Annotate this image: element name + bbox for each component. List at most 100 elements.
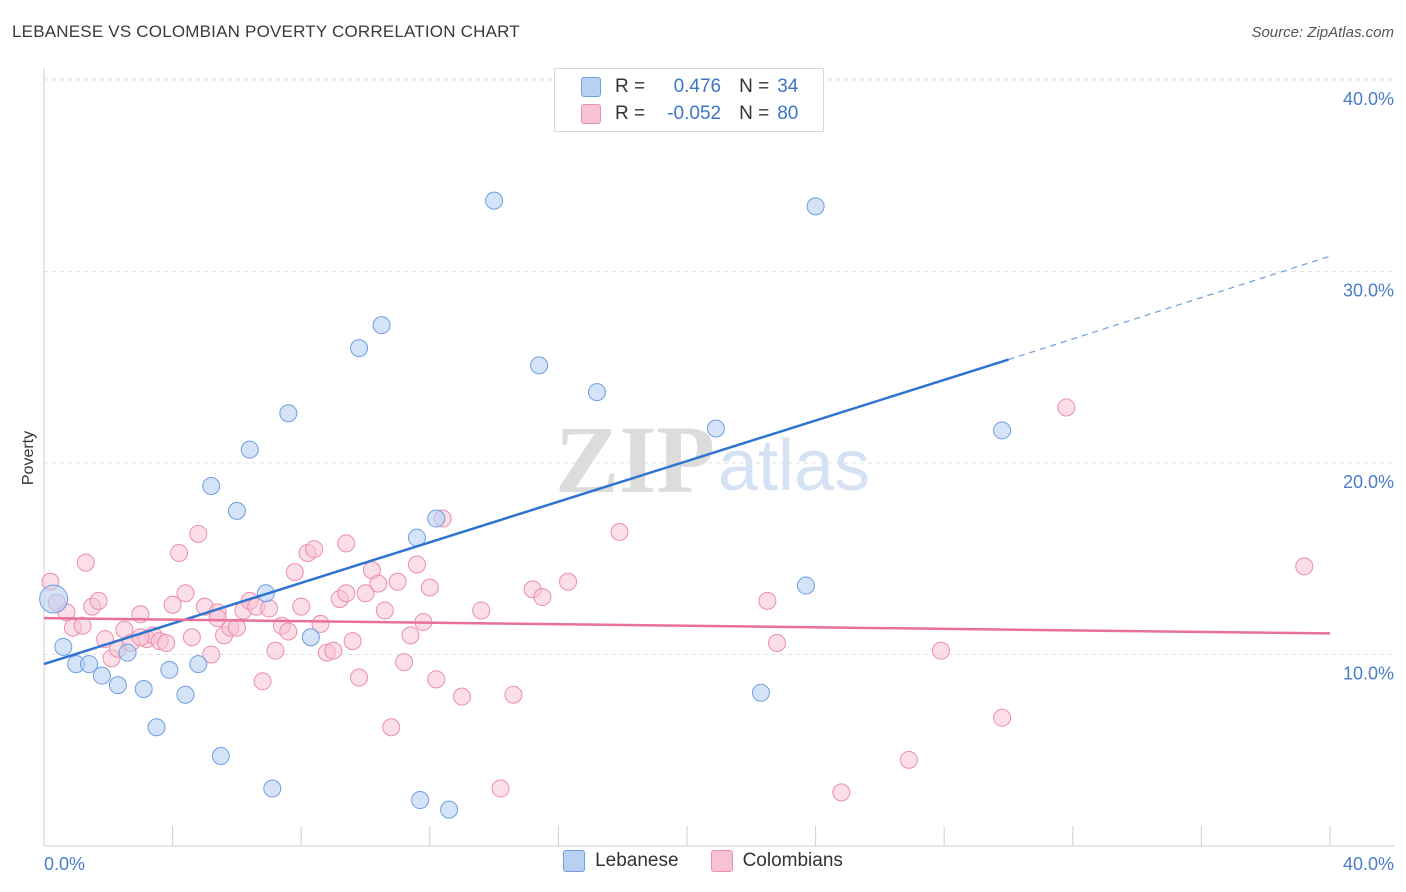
colombian-point — [388, 572, 407, 591]
colombian-point — [279, 622, 298, 641]
legend-r-value: 0.476 — [673, 76, 722, 97]
watermark-atlas: atlas — [718, 426, 870, 506]
lebanese-point — [263, 779, 282, 798]
colombian-point — [356, 584, 375, 603]
colombian-point — [89, 591, 108, 610]
lebanese-point — [80, 655, 99, 674]
colombian-point — [369, 574, 388, 593]
lebanese-point — [427, 509, 446, 528]
lebanese-point — [440, 800, 459, 819]
y-tick-label: 10.0% — [1343, 664, 1394, 684]
lebanese-point — [189, 655, 208, 674]
colombian-point — [305, 540, 324, 559]
lebanese-point — [485, 191, 504, 210]
colombian-point — [401, 626, 420, 645]
lebanese-point — [92, 666, 111, 685]
lebanese-point — [301, 628, 320, 647]
lebanese-point — [706, 419, 725, 438]
colombian-point — [758, 591, 777, 610]
lebanese-point — [227, 501, 246, 520]
lebanese-point — [993, 421, 1012, 440]
colombian-point — [266, 641, 285, 660]
colombian-point — [337, 534, 356, 553]
lebanese-point — [118, 643, 137, 662]
legend-n-value: 80 — [777, 103, 799, 124]
colombian-point — [227, 618, 246, 637]
legend-r-label: R = — [615, 76, 646, 97]
legend-r-value: -0.052 — [667, 103, 722, 124]
lebanese-point — [279, 404, 298, 423]
colombian-point — [350, 668, 369, 687]
colombian-point — [420, 578, 439, 597]
legend-n-value: 34 — [777, 76, 799, 97]
lebanese-point — [350, 339, 369, 358]
colombian-trend-line — [43, 616, 1331, 635]
colombian-point — [260, 599, 279, 618]
lebanese-point — [108, 676, 127, 695]
lebanese-point — [54, 637, 73, 656]
colombian-point — [202, 645, 221, 664]
lebanese-point — [211, 746, 230, 765]
colombian-point — [931, 641, 950, 660]
legend-item-lebanese[interactable]: Lebanese — [563, 850, 679, 872]
lebanese-point — [806, 197, 825, 216]
lebanese-point — [160, 660, 179, 679]
legend-n-label: N = — [739, 103, 770, 124]
lebanese-point — [372, 316, 391, 335]
colombians-points — [41, 398, 1314, 802]
legend-n-label: N = — [739, 76, 770, 97]
colombian-point — [170, 544, 189, 563]
legend-swatch-lebanese — [581, 77, 601, 97]
x-tick-labels: 0.0% 40.0% — [44, 854, 1394, 874]
colombian-point — [993, 708, 1012, 727]
colombian-point — [832, 783, 851, 802]
colombian-point — [472, 601, 491, 620]
y-tick-label: 30.0% — [1343, 281, 1394, 301]
colombian-point — [427, 670, 446, 689]
colombian-point — [163, 595, 182, 614]
colombian-point — [157, 634, 176, 653]
axes — [43, 68, 1394, 847]
colombian-point — [73, 616, 92, 635]
colombian-point — [1057, 398, 1076, 417]
lebanese-point — [411, 791, 430, 810]
lebanese-point — [796, 576, 815, 595]
colombian-point — [382, 718, 401, 737]
lebanese-point — [202, 476, 221, 495]
colombian-point — [533, 588, 552, 607]
y-tick-label: 20.0% — [1343, 472, 1394, 492]
lebanese-point — [39, 584, 69, 614]
y-tick-label: 40.0% — [1343, 89, 1394, 109]
lebanese-point — [751, 683, 770, 702]
colombian-point — [189, 524, 208, 543]
colombian-point — [311, 614, 330, 633]
legend-r-label: R = — [615, 103, 646, 124]
colombian-point — [1295, 557, 1314, 576]
legend-row-colombians: R = -0.052 N = 80 — [555, 101, 798, 127]
source-label: Source: ZipAtlas.com — [1251, 24, 1394, 41]
y-axis-label: Poverty — [20, 431, 37, 485]
colombian-point — [176, 584, 195, 603]
series-legend: Lebanese Colombians — [0, 850, 1406, 872]
colombian-point — [395, 653, 414, 672]
lebanese-trend-line — [43, 358, 1009, 666]
lebanese-point — [147, 718, 166, 737]
lebanese-point — [134, 679, 153, 698]
colombian-point — [337, 584, 356, 603]
lebanese-point — [240, 440, 259, 459]
lebanese-point — [176, 685, 195, 704]
colombian-point — [292, 597, 311, 616]
chart-title: LEBANESE VS COLOMBIAN POVERTY CORRELATIO… — [12, 22, 520, 41]
colombian-point — [504, 685, 523, 704]
lebanese-trend-extension — [1008, 255, 1331, 361]
y-tick-labels: 10.0% 20.0% 30.0% 40.0% — [1343, 89, 1394, 684]
grid — [44, 77, 1394, 655]
colombian-point — [768, 634, 787, 653]
colombian-point — [407, 555, 426, 574]
colombian-point — [324, 641, 343, 660]
legend-item-colombians[interactable]: Colombians — [710, 850, 843, 872]
x-tick-label: 0.0% — [44, 854, 85, 874]
lebanese-points — [39, 191, 1012, 819]
colombian-point — [285, 563, 304, 582]
